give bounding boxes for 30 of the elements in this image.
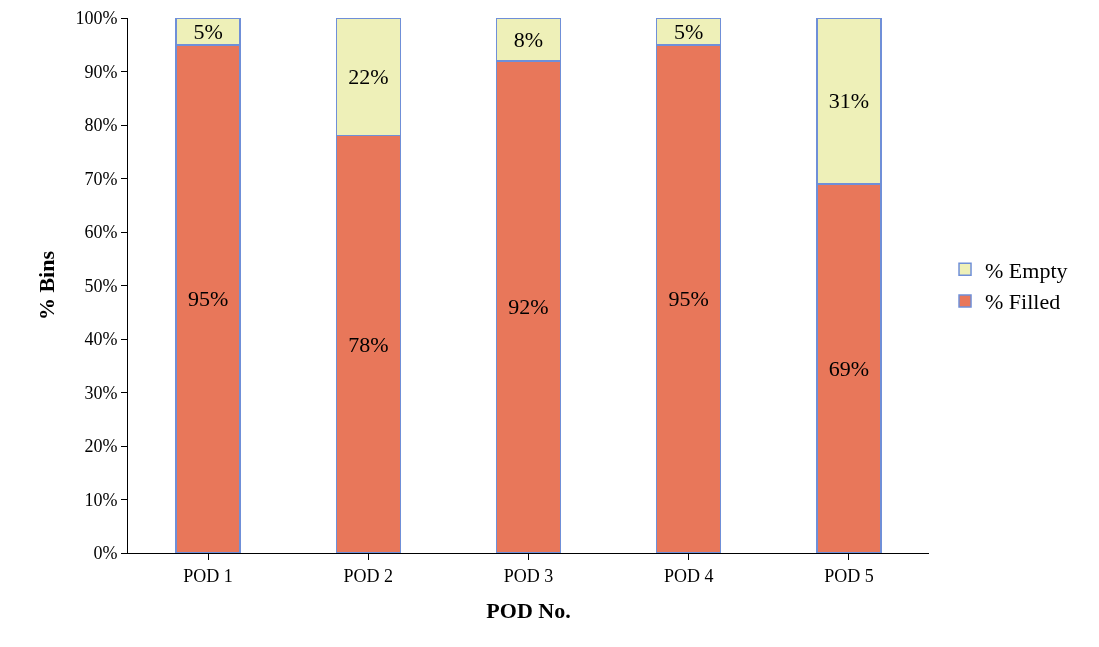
- data-label: 5%: [193, 18, 223, 44]
- y-tick-label: 100%: [75, 8, 118, 29]
- y-tick-label: 20%: [84, 436, 118, 457]
- x-tick-label: POD 5: [824, 565, 874, 586]
- data-label: 92%: [508, 294, 549, 320]
- data-label: 31%: [828, 88, 870, 114]
- y-axis-title: % Bins: [34, 250, 60, 321]
- data-label: 95%: [668, 286, 709, 312]
- data-label: 22%: [348, 64, 389, 90]
- data-label: 78%: [348, 331, 389, 357]
- data-label: 8%: [513, 26, 544, 52]
- y-tick-label: 30%: [84, 382, 118, 403]
- x-tick-label: POD 2: [343, 565, 394, 586]
- data-label: 5%: [674, 18, 704, 44]
- y-tick-label: 40%: [84, 329, 118, 350]
- legend-label: % Filled: [985, 289, 1061, 315]
- legend-label: % Empty: [985, 257, 1068, 283]
- data-label: 95%: [187, 286, 229, 312]
- y-tick-label: 80%: [84, 115, 118, 136]
- y-tick-label: 10%: [84, 489, 118, 510]
- x-tick-label: POD 3: [503, 565, 554, 586]
- x-axis-title: POD No.: [486, 598, 571, 624]
- y-tick-label: 0%: [93, 543, 118, 564]
- y-tick-label: 60%: [84, 222, 118, 243]
- data-label: 69%: [828, 355, 870, 381]
- y-tick-label: 50%: [84, 275, 118, 296]
- y-tick-label: 70%: [84, 168, 118, 189]
- x-tick-label: POD 4: [663, 565, 714, 586]
- x-tick-label: POD 1: [183, 565, 233, 586]
- y-tick-label: 90%: [84, 61, 118, 82]
